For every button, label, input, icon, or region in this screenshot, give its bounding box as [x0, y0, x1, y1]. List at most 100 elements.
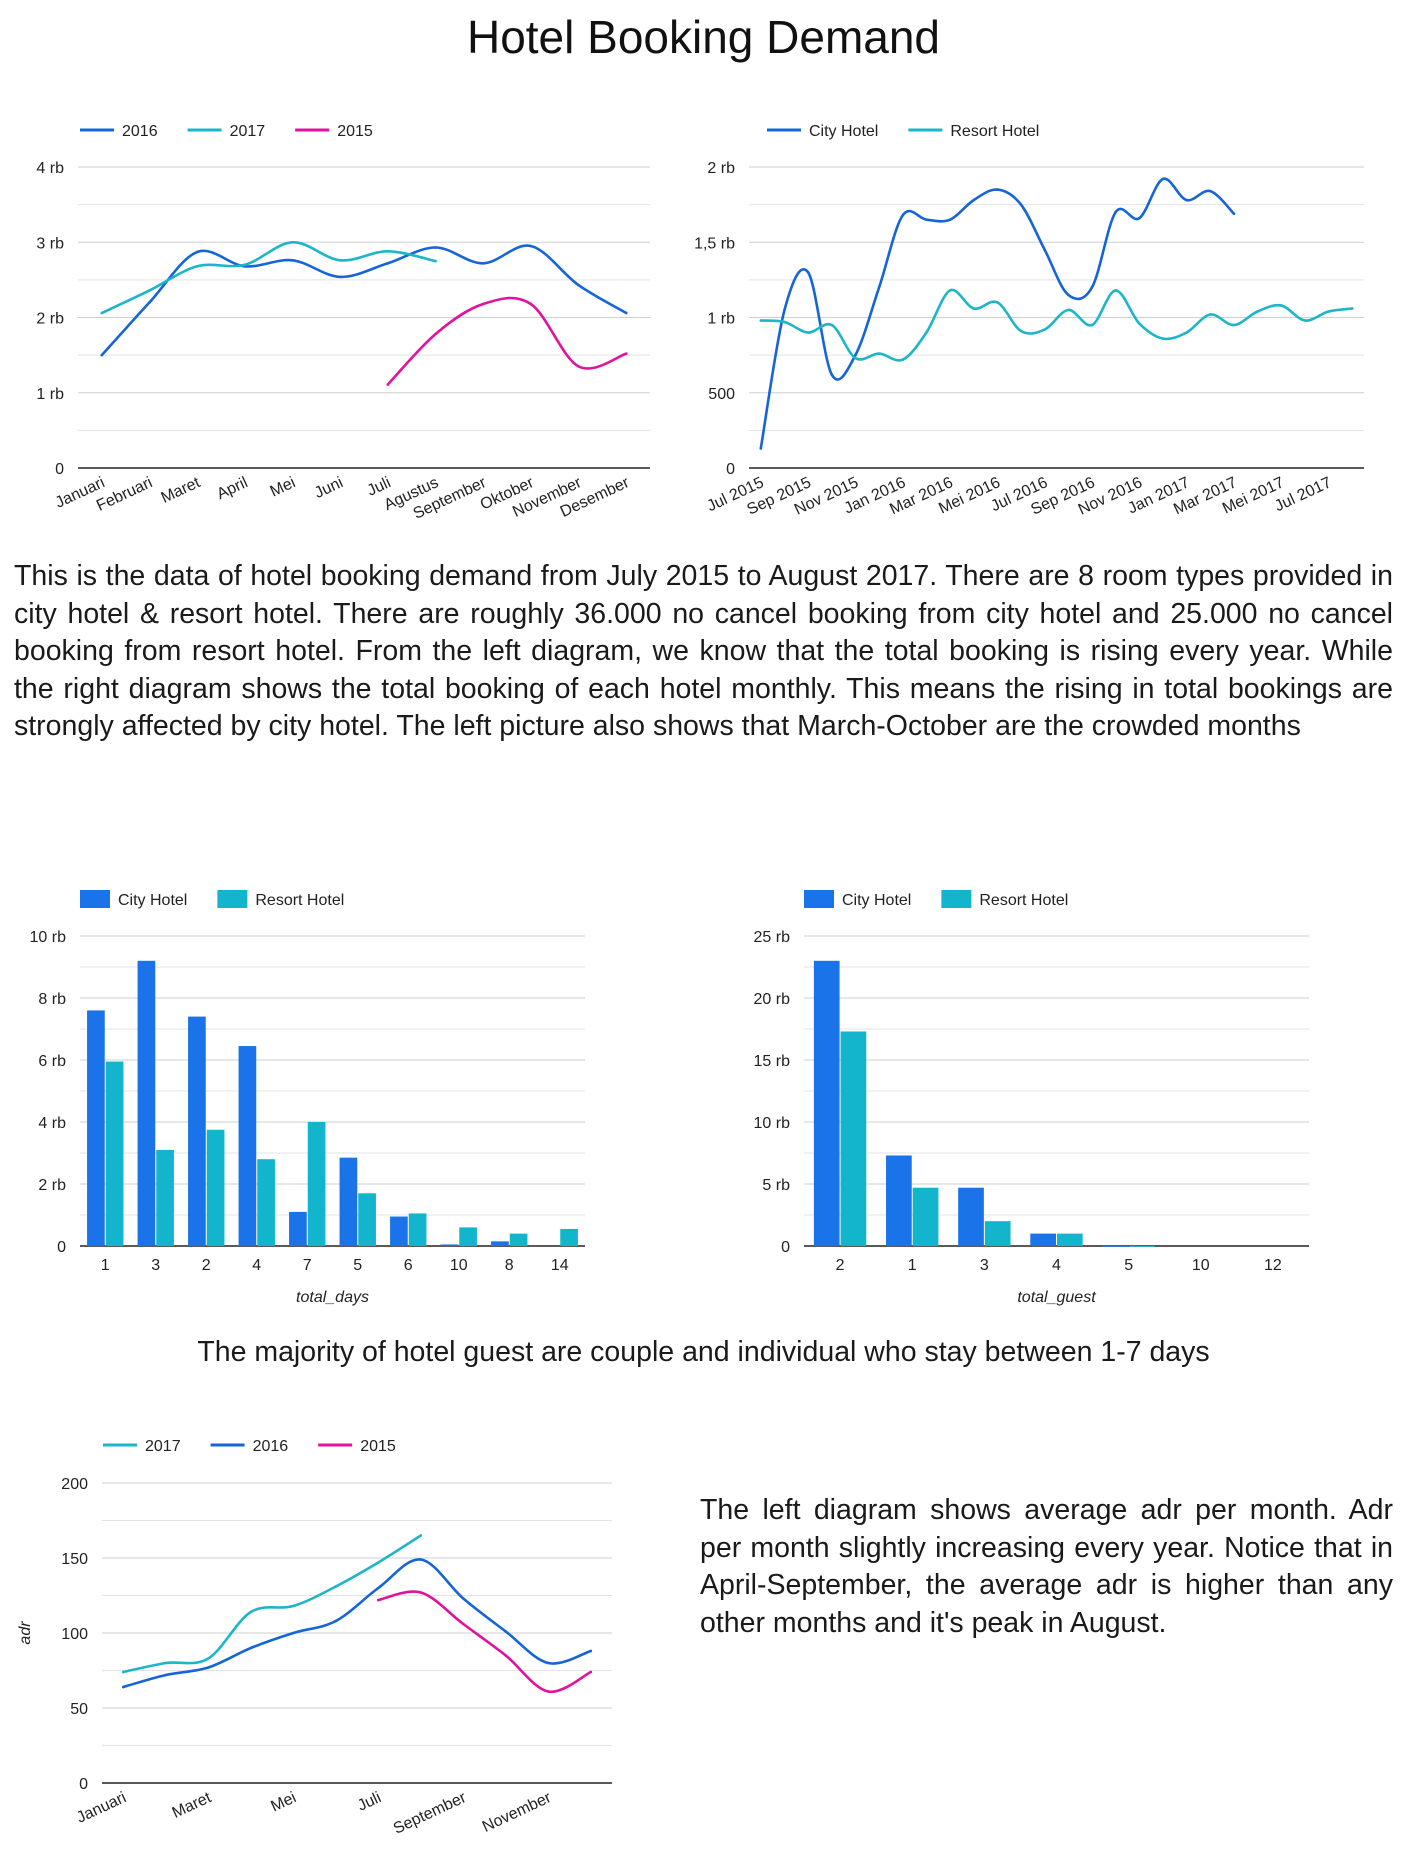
month-chart-data-point [386, 249, 390, 253]
adr-chart-data-point [291, 1604, 295, 1608]
hotel-chart-data-point [1232, 212, 1236, 215]
guest-chart-x-tick-label: 10 [1192, 1257, 1210, 1274]
days-chart-y-tick-label: 2 rb [38, 1177, 66, 1194]
guest-chart-bar [958, 1187, 984, 1246]
guest-chart-y-tick-label: 20 rb [754, 991, 791, 1008]
days-chart-bar [238, 1046, 257, 1246]
adr-chart-data-point [164, 1673, 168, 1677]
guest-chart-y-tick-label: 5 rb [762, 1177, 790, 1194]
days-chart-y-tick-label: 8 rb [38, 991, 66, 1008]
days-chart-legend-label: City Hotel [118, 892, 187, 909]
guest-chart-x-tick-label: 2 [836, 1257, 845, 1274]
month-chart-data-point [577, 283, 580, 287]
adr-chart-series-line [377, 1590, 593, 1693]
month-chart-data-point [243, 263, 247, 267]
adr-chart-series-line [122, 1534, 423, 1674]
hotel-chart-legend-label: Resort Hotel [950, 123, 1039, 140]
days-chart-bar [307, 1122, 326, 1246]
days-chart-bar [440, 1244, 459, 1246]
hotel-chart-y-tick-label: 1,5 rb [694, 235, 735, 252]
hotel-chart-data-point [972, 198, 976, 202]
month-chart-data-point [148, 301, 151, 304]
hotel-chart-data-point [1161, 177, 1165, 181]
days-chart-x-tick-label: 3 [151, 1257, 160, 1274]
month-chart-legend-label: 2016 [122, 123, 158, 140]
hotel-chart-data-point [1350, 307, 1354, 310]
month-chart-data-point [624, 352, 628, 355]
month-chart-data-point [624, 311, 628, 315]
month-chart-data-point [100, 353, 104, 357]
adr-chart-data-point [164, 1661, 168, 1665]
month-chart-y-tick-label: 2 rb [36, 311, 64, 328]
days-chart-legend-label: Resort Hotel [255, 892, 344, 909]
chart-total-guest: 0 5 rb 10 rb 15 rb 20 rb 25 rb City Hotel Resor… [704, 880, 1407, 1320]
hotel-chart-data-point [1114, 210, 1117, 214]
adr-chart-data-point [589, 1670, 593, 1674]
hotel-chart-data-point [877, 286, 881, 289]
days-chart-bar [188, 1016, 206, 1246]
hotel-chart-series-line [759, 177, 1236, 450]
adr-chart-data-point [461, 1622, 465, 1626]
guest-chart-bar [1030, 1233, 1056, 1246]
guest-chart-y-tick-label: 25 rb [754, 929, 791, 946]
days-chart-x-axis-title: total_days [296, 1289, 369, 1306]
month-chart-data-point [434, 259, 437, 263]
hotel-chart-data-point [1303, 319, 1307, 322]
days-chart-x-tick-label: 7 [303, 1257, 312, 1274]
adr-chart-x-tick-label: September [391, 1789, 470, 1838]
month-chart-x-tick-label: Mei [268, 474, 299, 500]
hotel-chart-data-point [1256, 310, 1259, 313]
chart-adr-by-month: 0 50 100 150 200 2017 2016 2015 Januari Maret Mei J… [0, 1420, 660, 1875]
month-chart-y-tick-label: 0 [55, 461, 64, 478]
hotel-chart-data-point [996, 301, 999, 304]
hotel-chart-data-point [877, 352, 881, 355]
days-chart-x-tick-label: 1 [101, 1257, 110, 1274]
adr-chart-data-point [376, 1586, 380, 1590]
month-chart-data-point [338, 275, 342, 279]
hotel-chart-data-point [1279, 304, 1283, 307]
days-chart-bar [206, 1129, 225, 1246]
hotel-chart-data-point [1232, 323, 1236, 327]
month-chart-data-point [386, 262, 390, 265]
month-chart-data-point [386, 383, 390, 386]
days-chart-bar [491, 1241, 509, 1246]
description-paragraph: This is the data of hotel booking demand… [14, 560, 1393, 742]
adr-chart-data-point [249, 1646, 253, 1650]
hotel-chart-data-point [1137, 322, 1141, 325]
hotel-chart-data-point [783, 308, 786, 312]
hotel-chart-legend-label: City Hotel [809, 123, 878, 140]
adr-chart-data-point [249, 1610, 253, 1614]
adr-chart-y-tick-label: 200 [61, 1476, 88, 1493]
adr-chart-data-point [206, 1657, 210, 1660]
days-chart-x-tick-label: 6 [404, 1257, 413, 1274]
adr-chart-y-tick-label: 100 [61, 1626, 88, 1643]
days-chart-bar [105, 1061, 124, 1246]
guest-chart-bar [984, 1221, 1011, 1246]
month-chart-data-point [338, 259, 342, 262]
month-chart-data-point [291, 259, 294, 262]
hotel-chart-data-point [1185, 331, 1188, 334]
days-chart-y-tick-label: 4 rb [38, 1115, 66, 1132]
hotel-chart-data-point [830, 373, 834, 376]
month-chart-data-point [148, 289, 151, 292]
days-chart-y-tick-label: 10 rb [30, 929, 67, 946]
hotel-chart-data-point [972, 307, 976, 310]
guest-chart-y-tick-label: 10 rb [754, 1115, 791, 1132]
hotel-chart-data-point [759, 319, 763, 322]
guest-caption: The majority of hotel guest are couple a… [197, 1336, 1210, 1368]
adr-chart-series-line [122, 1558, 593, 1689]
month-chart-legend-label: 2017 [230, 123, 266, 140]
adr-chart-data-point [419, 1534, 423, 1537]
adr-chart-data-point [334, 1585, 338, 1588]
page-title: Hotel Booking Demand [466, 11, 941, 63]
adr-chart-data-point [121, 1685, 125, 1689]
hotel-chart-data-point [1067, 293, 1070, 297]
hotel-chart-data-point [925, 218, 928, 221]
guest-chart-bar [912, 1187, 939, 1246]
month-chart-y-tick-label: 4 rb [36, 160, 64, 177]
adr-chart-x-tick-label: Mei [268, 1789, 299, 1815]
month-chart-y-tick-label: 3 rb [36, 235, 64, 252]
days-chart-legend-swatch [80, 890, 110, 908]
hotel-chart-data-point [925, 331, 928, 334]
